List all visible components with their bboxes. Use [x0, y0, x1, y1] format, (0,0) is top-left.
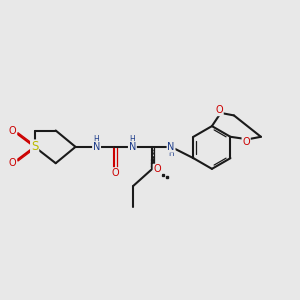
Text: S: S — [31, 140, 38, 153]
Text: H: H — [94, 135, 99, 144]
Text: N: N — [129, 142, 136, 152]
Text: O: O — [242, 137, 250, 148]
Text: H: H — [168, 149, 174, 158]
Text: O: O — [215, 105, 223, 116]
Text: O: O — [153, 164, 161, 175]
Text: O: O — [9, 158, 16, 168]
Text: H: H — [130, 135, 135, 144]
Text: N: N — [167, 142, 175, 152]
Text: O: O — [9, 126, 16, 136]
Text: N: N — [93, 142, 100, 152]
Text: O: O — [112, 168, 120, 178]
